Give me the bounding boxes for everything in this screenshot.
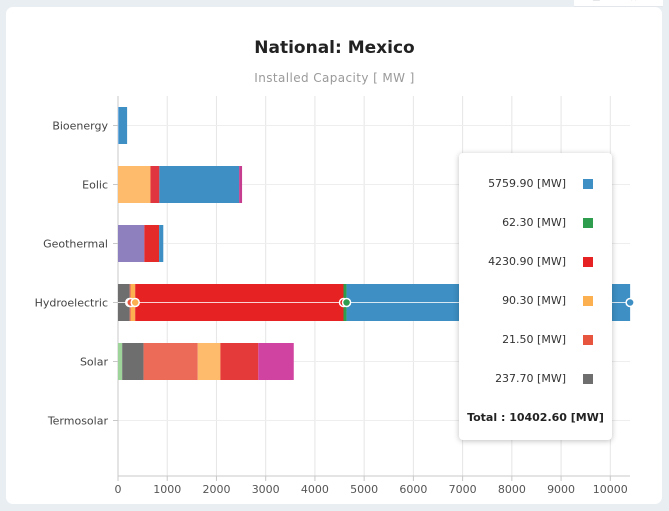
tooltip-total: Total : 10402.60 [MW]	[467, 411, 604, 424]
tooltip-swatch	[583, 257, 593, 267]
tooltip-value: 90.30 [MW]	[502, 294, 566, 307]
tooltip-value: 5759.90 [MW]	[488, 177, 566, 190]
tooltip-row: 4230.90 [MW]	[459, 255, 612, 269]
hover-marker	[130, 297, 140, 308]
tooltip-swatch	[583, 296, 593, 306]
chart-title: National: Mexico	[254, 38, 415, 58]
tooltip-swatch	[583, 179, 593, 189]
bar-segment	[118, 166, 151, 203]
x-tick-label: 1000	[153, 483, 181, 496]
bar-segment	[258, 343, 294, 380]
x-tick-label: 0	[115, 483, 122, 496]
x-tick-label: 10000	[593, 483, 628, 496]
tooltip-value: 21.50 [MW]	[502, 333, 566, 346]
bar-segment	[143, 343, 198, 380]
y-tick-label: Geothermal	[43, 238, 108, 251]
hover-marker	[341, 297, 352, 308]
bar-segment	[159, 225, 164, 262]
x-tick-label: 6000	[399, 483, 427, 496]
x-tick-label: 4000	[301, 483, 329, 496]
bar-segment	[144, 225, 160, 262]
tooltip-value: 237.70 [MW]	[495, 372, 566, 385]
tooltip-swatch	[583, 218, 593, 228]
hover-tooltip: Total : 10402.60 [MW] 5759.90 [MW] 62.30 …	[459, 153, 612, 440]
tooltip-row: 21.50 [MW]	[459, 333, 612, 347]
bar-segment	[197, 343, 221, 380]
tooltip-value: 62.30 [MW]	[502, 216, 566, 229]
bar-segment	[220, 343, 259, 380]
y-tick-label: Solar	[80, 356, 109, 369]
chart-subtitle: Installed Capacity [ MW ]	[254, 71, 415, 85]
tooltip-value: 4230.90 [MW]	[488, 255, 566, 268]
bar-segment	[239, 166, 243, 203]
close-icon[interactable]: ✕	[630, 0, 638, 4]
tooltip-swatch	[583, 374, 593, 384]
tooltip-swatch	[583, 335, 593, 345]
x-tick-label: 5000	[350, 483, 378, 496]
y-tick-label: Termosolar	[47, 415, 109, 428]
tooltip-row: 62.30 [MW]	[459, 216, 612, 230]
bar-segment	[159, 166, 240, 203]
bar-segment	[118, 107, 119, 144]
menu-icon[interactable]: ▬	[592, 0, 601, 4]
hover-marker	[625, 297, 635, 308]
corner-tab: ▬ ✕	[574, 0, 663, 7]
bar-segment	[118, 343, 123, 380]
x-tick-label: 8000	[498, 483, 526, 496]
x-tick-label: 9000	[547, 483, 575, 496]
x-tick-label: 3000	[252, 483, 280, 496]
tooltip-row: 90.30 [MW]	[459, 294, 612, 308]
bar-segment	[122, 343, 144, 380]
tooltip-row: 5759.90 [MW]	[459, 177, 612, 191]
y-tick-label: Bioenergy	[52, 120, 108, 133]
y-tick-label: Eolic	[82, 179, 108, 192]
x-tick-label: 2000	[202, 483, 230, 496]
x-tick-label: 7000	[449, 483, 477, 496]
bar-segment	[150, 166, 160, 203]
bar-segment	[118, 107, 128, 144]
y-tick-label: Hydroelectric	[35, 297, 108, 310]
bar-segment	[118, 225, 145, 262]
tooltip-row: 237.70 [MW]	[459, 372, 612, 386]
